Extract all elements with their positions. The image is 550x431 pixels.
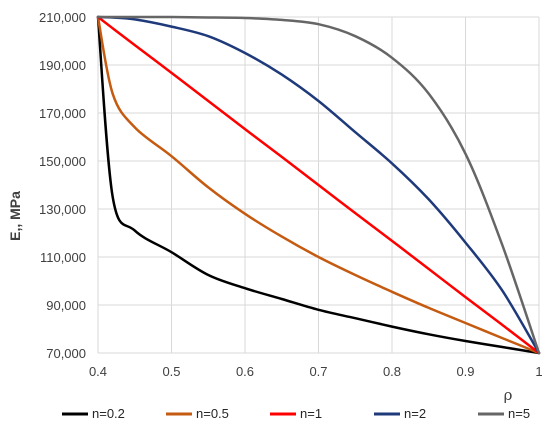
legend-label: n=0.5 xyxy=(196,406,229,421)
legend-label: n=1 xyxy=(300,406,322,421)
tick-labels: 0.4 0.5 0.6 0.7 0.8 0.9 170,00090,000110,00013… xyxy=(39,10,543,379)
y-tick-label: 110,000 xyxy=(40,250,86,265)
y-tick-label: 210,000 xyxy=(39,10,86,25)
x-tick-label: 0.4 xyxy=(89,364,107,379)
series-line-n-0-2 xyxy=(96,15,541,355)
legend: n=0.2 n=0.5 n=1 n=2 n=5 xyxy=(62,406,530,421)
y-axis-label: E,, MPa xyxy=(7,191,23,241)
series-line-n-1 xyxy=(96,15,541,355)
y-tick-label: 150,000 xyxy=(39,154,86,169)
x-tick-label: 0.6 xyxy=(236,364,254,379)
series-line-n-5 xyxy=(96,15,541,355)
y-tick-label: 90,000 xyxy=(46,298,86,313)
x-tick-label: 1 xyxy=(535,364,542,379)
y-tick-label: 190,000 xyxy=(39,58,86,73)
y-tick-label: 70,000 xyxy=(46,346,86,361)
x-tick-label: 0.7 xyxy=(309,364,327,379)
series-layer xyxy=(96,15,541,355)
legend-label: n=2 xyxy=(404,406,426,421)
legend-label: n=0.2 xyxy=(92,406,125,421)
x-tick-label: 0.9 xyxy=(456,364,474,379)
y-tick-label: 130,000 xyxy=(39,202,86,217)
x-tick-label: 0.8 xyxy=(383,364,401,379)
grid xyxy=(97,16,540,354)
y-tick-label: 170,000 xyxy=(39,106,86,121)
series-line-n-2 xyxy=(96,15,541,355)
series-line-n-0-5 xyxy=(96,15,541,355)
legend-label: n=5 xyxy=(508,406,530,421)
x-axis-label: ρ xyxy=(504,386,513,404)
x-tick-label: 0.5 xyxy=(162,364,180,379)
